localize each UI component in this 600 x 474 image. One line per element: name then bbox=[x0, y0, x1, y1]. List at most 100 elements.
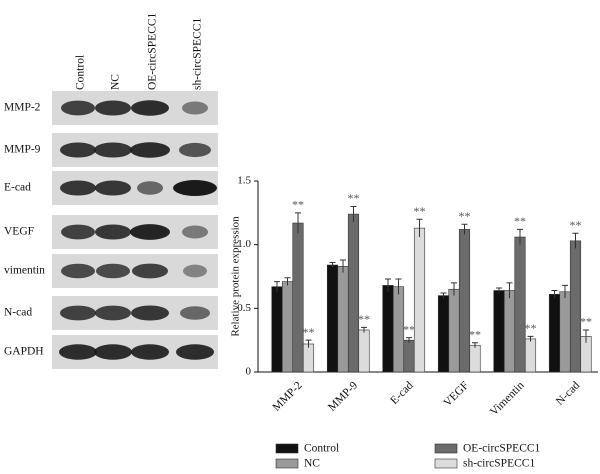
significance-label: ** bbox=[414, 204, 426, 218]
bar bbox=[514, 236, 526, 373]
error-bar bbox=[572, 232, 579, 249]
bar bbox=[271, 286, 283, 373]
x-tick-label: N-cad bbox=[554, 379, 583, 408]
row-label: vimentin bbox=[4, 265, 45, 277]
row-label: MMP-9 bbox=[4, 144, 41, 156]
error-bar bbox=[274, 281, 280, 292]
bar bbox=[403, 339, 415, 373]
error-bar bbox=[305, 339, 312, 348]
blot-band bbox=[95, 100, 131, 116]
y-tick-label: 1.0 bbox=[237, 238, 251, 250]
bar bbox=[413, 227, 426, 373]
legend-label: NC bbox=[304, 458, 320, 470]
error-bar bbox=[395, 278, 402, 295]
blot-band bbox=[176, 344, 214, 360]
blot-band bbox=[60, 180, 96, 196]
lane-label: OE-circSPECC1 bbox=[147, 12, 159, 90]
row-label: VEGF bbox=[4, 226, 34, 238]
blot-band bbox=[130, 142, 170, 158]
bar bbox=[548, 294, 561, 373]
row-label: N-cad bbox=[4, 307, 32, 319]
bar bbox=[358, 329, 370, 373]
bar bbox=[302, 343, 315, 373]
row-label: MMP-2 bbox=[4, 102, 41, 114]
error-bar bbox=[440, 292, 447, 299]
error-bar bbox=[350, 205, 357, 222]
x-tick-label: MMP-9 bbox=[326, 379, 360, 413]
blot-band bbox=[94, 344, 132, 360]
blot-band bbox=[61, 100, 95, 116]
blot-band bbox=[173, 180, 217, 196]
blot-band bbox=[95, 224, 131, 240]
bar bbox=[448, 288, 460, 373]
significance-label: ** bbox=[292, 198, 304, 212]
error-bar bbox=[506, 282, 513, 299]
blot-band bbox=[132, 263, 168, 279]
legend-label: sh-circSPECC1 bbox=[463, 458, 535, 470]
y-axis-label: Relative protein expression bbox=[230, 216, 242, 337]
significance-label: ** bbox=[348, 191, 360, 205]
blot-band bbox=[183, 264, 207, 278]
significance-label: ** bbox=[580, 315, 592, 329]
error-bar bbox=[385, 278, 391, 292]
significance-label: ** bbox=[570, 218, 582, 232]
x-tick-label: E-cad bbox=[388, 379, 416, 407]
blot-band bbox=[60, 142, 96, 158]
legend-label: Control bbox=[304, 443, 339, 455]
x-tick-label: MMP-2 bbox=[270, 379, 304, 413]
significance-label: ** bbox=[525, 321, 537, 335]
legend-swatch bbox=[434, 443, 458, 454]
blot-band bbox=[94, 142, 132, 158]
error-bar bbox=[461, 223, 468, 235]
blot-band bbox=[182, 101, 208, 115]
error-bar bbox=[406, 337, 412, 343]
blot-band bbox=[95, 180, 131, 196]
legend-swatch bbox=[275, 458, 299, 469]
x-tick-label: VEGF bbox=[442, 380, 472, 410]
bar bbox=[382, 285, 394, 373]
bar bbox=[503, 290, 516, 373]
error-bar bbox=[329, 261, 336, 268]
blot-band bbox=[179, 142, 211, 158]
x-tick-label: Vimentin bbox=[488, 379, 527, 418]
y-tick-label: 0.5 bbox=[237, 302, 251, 314]
blot-band bbox=[182, 225, 208, 239]
error-bar bbox=[284, 277, 291, 286]
significance-label: ** bbox=[459, 209, 471, 223]
blot-band bbox=[61, 224, 95, 240]
significance-label: ** bbox=[469, 327, 481, 341]
blot-band bbox=[59, 344, 97, 360]
row-label: E-cad bbox=[4, 182, 31, 194]
lane-label: NC bbox=[110, 74, 122, 90]
error-bar bbox=[583, 329, 589, 343]
bar bbox=[337, 266, 349, 373]
significance-label: ** bbox=[514, 214, 526, 228]
legend-label: OE-circSPECC1 bbox=[463, 443, 541, 455]
bar bbox=[524, 338, 537, 373]
bar bbox=[281, 281, 294, 373]
error-bar bbox=[562, 284, 568, 299]
lane-label: sh-circSPECC1 bbox=[192, 18, 204, 90]
significance-label: ** bbox=[303, 325, 315, 339]
blot-band bbox=[130, 224, 170, 240]
bar bbox=[493, 290, 505, 373]
bar bbox=[559, 291, 571, 373]
error-bar bbox=[361, 326, 367, 333]
blot-band bbox=[180, 306, 210, 320]
legend-swatch bbox=[275, 443, 299, 454]
bar bbox=[569, 240, 582, 373]
bar bbox=[292, 222, 304, 373]
significance-label: ** bbox=[358, 312, 370, 326]
error-bar bbox=[340, 259, 346, 273]
bar bbox=[469, 344, 481, 373]
blot-band bbox=[137, 181, 163, 195]
legend-swatch bbox=[434, 458, 458, 469]
error-bar bbox=[472, 342, 478, 348]
blot-band bbox=[60, 305, 96, 321]
blot-band bbox=[131, 305, 169, 321]
error-bar bbox=[295, 212, 301, 234]
error-bar bbox=[551, 290, 558, 299]
blot-band bbox=[131, 100, 169, 116]
blot-band bbox=[131, 344, 169, 360]
